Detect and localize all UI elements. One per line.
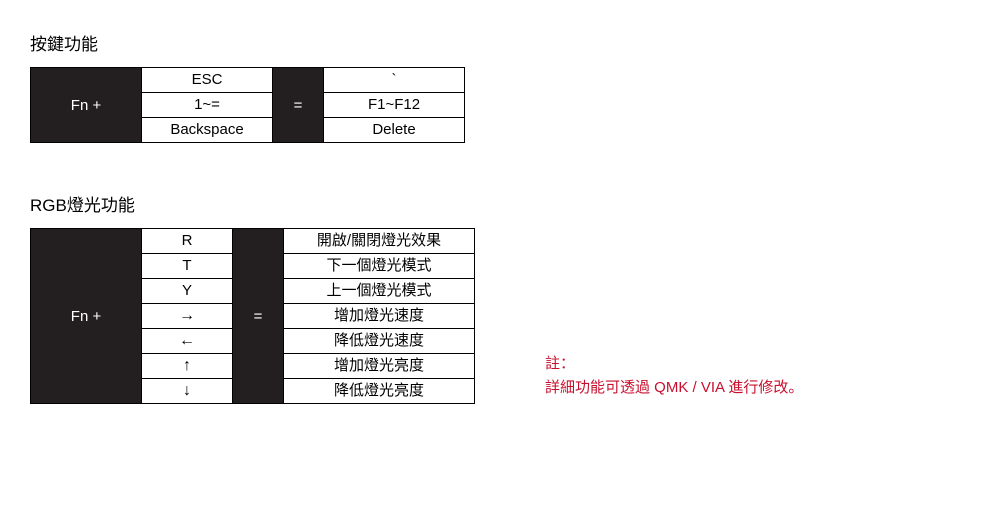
key-cell: ` bbox=[324, 68, 464, 93]
fn-label-cell: Fn + bbox=[31, 68, 142, 142]
arrow-down-icon: ↓ bbox=[142, 379, 232, 403]
key-cell: Delete bbox=[324, 118, 464, 142]
rgb-function-table: Fn + R T Y → ← ↑ ↓ = 開啟/關閉燈光效果 下一個燈光模式 上… bbox=[30, 228, 475, 404]
function-cell: 下一個燈光模式 bbox=[284, 254, 474, 279]
function-cell: 增加燈光亮度 bbox=[284, 354, 474, 379]
function-cell: 增加燈光速度 bbox=[284, 304, 474, 329]
key-function-table: Fn + ESC 1~= Backspace = ` F1~F12 Delete bbox=[30, 67, 465, 143]
key-cell: T bbox=[142, 254, 232, 279]
function-cell: 開啟/關閉燈光效果 bbox=[284, 229, 474, 254]
keys-col-right: ` F1~F12 Delete bbox=[324, 68, 464, 142]
keys-col-left: ESC 1~= Backspace bbox=[142, 68, 272, 142]
note-text: 詳細功能可透過 QMK / VIA 進行修改。 bbox=[545, 376, 803, 400]
key-cell: ESC bbox=[142, 68, 272, 93]
key-cell: R bbox=[142, 229, 232, 254]
function-cell: 降低燈光亮度 bbox=[284, 379, 474, 403]
keys-col-left: R T Y → ← ↑ ↓ bbox=[142, 229, 232, 403]
function-cell: 降低燈光速度 bbox=[284, 329, 474, 354]
equals-cell: = bbox=[232, 229, 284, 403]
section-title: 按鍵功能 bbox=[30, 30, 973, 55]
fn-label-cell: Fn + bbox=[31, 229, 142, 403]
key-cell: F1~F12 bbox=[324, 93, 464, 118]
section-key-functions: 按鍵功能 Fn + ESC 1~= Backspace = ` F1~F12 D… bbox=[30, 30, 973, 143]
arrow-right-icon: → bbox=[142, 304, 232, 329]
note-label: 註： bbox=[545, 352, 803, 376]
equals-cell: = bbox=[272, 68, 324, 142]
function-cell: 上一個燈光模式 bbox=[284, 279, 474, 304]
key-cell: Backspace bbox=[142, 118, 272, 142]
arrow-up-icon: ↑ bbox=[142, 354, 232, 379]
section-title: RGB燈光功能 bbox=[30, 191, 475, 216]
bottom-row: RGB燈光功能 Fn + R T Y → ← ↑ ↓ = 開啟/關閉燈光效果 下… bbox=[30, 191, 973, 404]
note-block: 註： 詳細功能可透過 QMK / VIA 進行修改。 bbox=[545, 352, 803, 404]
arrow-left-icon: ← bbox=[142, 329, 232, 354]
keys-col-right: 開啟/關閉燈光效果 下一個燈光模式 上一個燈光模式 增加燈光速度 降低燈光速度 … bbox=[284, 229, 474, 403]
section-rgb-functions: RGB燈光功能 Fn + R T Y → ← ↑ ↓ = 開啟/關閉燈光效果 下… bbox=[30, 191, 475, 404]
key-cell: 1~= bbox=[142, 93, 272, 118]
key-cell: Y bbox=[142, 279, 232, 304]
